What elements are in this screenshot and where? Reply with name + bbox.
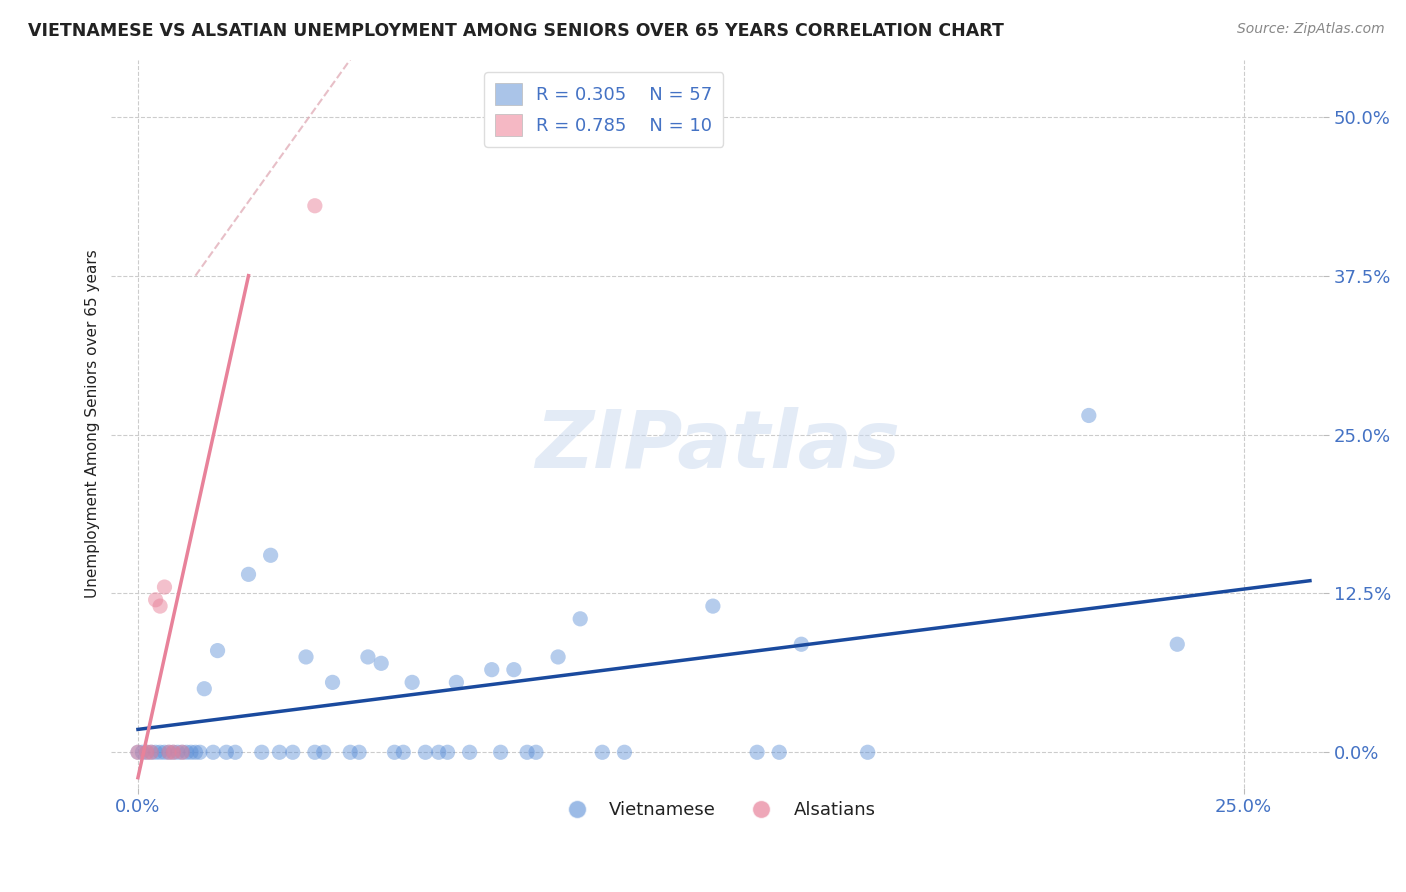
Point — [180, 745, 202, 759]
Point — [172, 745, 194, 759]
Point — [1077, 409, 1099, 423]
Point — [269, 745, 291, 759]
Point — [224, 745, 246, 759]
Point — [149, 599, 172, 614]
Point — [304, 745, 326, 759]
Point — [141, 745, 163, 759]
Point — [281, 745, 304, 759]
Point — [745, 745, 768, 759]
Point — [768, 745, 790, 759]
Point — [427, 745, 450, 759]
Point — [489, 745, 512, 759]
Point — [481, 663, 503, 677]
Point — [304, 199, 326, 213]
Point — [436, 745, 458, 759]
Point — [131, 745, 153, 759]
Point — [162, 745, 184, 759]
Point — [458, 745, 481, 759]
Point — [207, 643, 229, 657]
Point — [401, 675, 423, 690]
Point — [135, 745, 157, 759]
Point — [702, 599, 724, 614]
Text: Source: ZipAtlas.com: Source: ZipAtlas.com — [1237, 22, 1385, 37]
Text: VIETNAMESE VS ALSATIAN UNEMPLOYMENT AMONG SENIORS OVER 65 YEARS CORRELATION CHAR: VIETNAMESE VS ALSATIAN UNEMPLOYMENT AMON… — [28, 22, 1004, 40]
Point — [166, 745, 188, 759]
Point — [153, 580, 176, 594]
Point — [215, 745, 238, 759]
Point — [127, 745, 149, 759]
Point — [127, 745, 149, 759]
Point — [613, 745, 636, 759]
Point — [202, 745, 225, 759]
Point — [259, 549, 281, 563]
Point — [176, 745, 198, 759]
Point — [238, 567, 260, 582]
Point — [135, 745, 157, 759]
Point — [547, 649, 569, 664]
Point — [149, 745, 172, 759]
Point — [162, 745, 184, 759]
Point — [357, 649, 380, 664]
Point — [347, 745, 370, 759]
Point — [446, 675, 468, 690]
Text: ZIPatlas: ZIPatlas — [534, 407, 900, 484]
Point — [339, 745, 361, 759]
Point — [790, 637, 813, 651]
Legend: Vietnamese, Alsatians: Vietnamese, Alsatians — [551, 794, 883, 826]
Point — [591, 745, 613, 759]
Point — [502, 663, 524, 677]
Point — [157, 745, 180, 759]
Y-axis label: Unemployment Among Seniors over 65 years: Unemployment Among Seniors over 65 years — [86, 250, 100, 599]
Point — [188, 745, 211, 759]
Point — [322, 675, 344, 690]
Point — [295, 649, 318, 664]
Point — [145, 745, 167, 759]
Point — [172, 745, 194, 759]
Point — [157, 745, 180, 759]
Point — [153, 745, 176, 759]
Point — [569, 612, 592, 626]
Point — [415, 745, 437, 759]
Point — [392, 745, 415, 759]
Point — [250, 745, 273, 759]
Point — [370, 657, 392, 671]
Point — [312, 745, 335, 759]
Point — [141, 745, 163, 759]
Point — [1166, 637, 1188, 651]
Point — [184, 745, 207, 759]
Point — [524, 745, 547, 759]
Point — [145, 592, 167, 607]
Point — [856, 745, 879, 759]
Point — [193, 681, 215, 696]
Point — [384, 745, 406, 759]
Point — [516, 745, 538, 759]
